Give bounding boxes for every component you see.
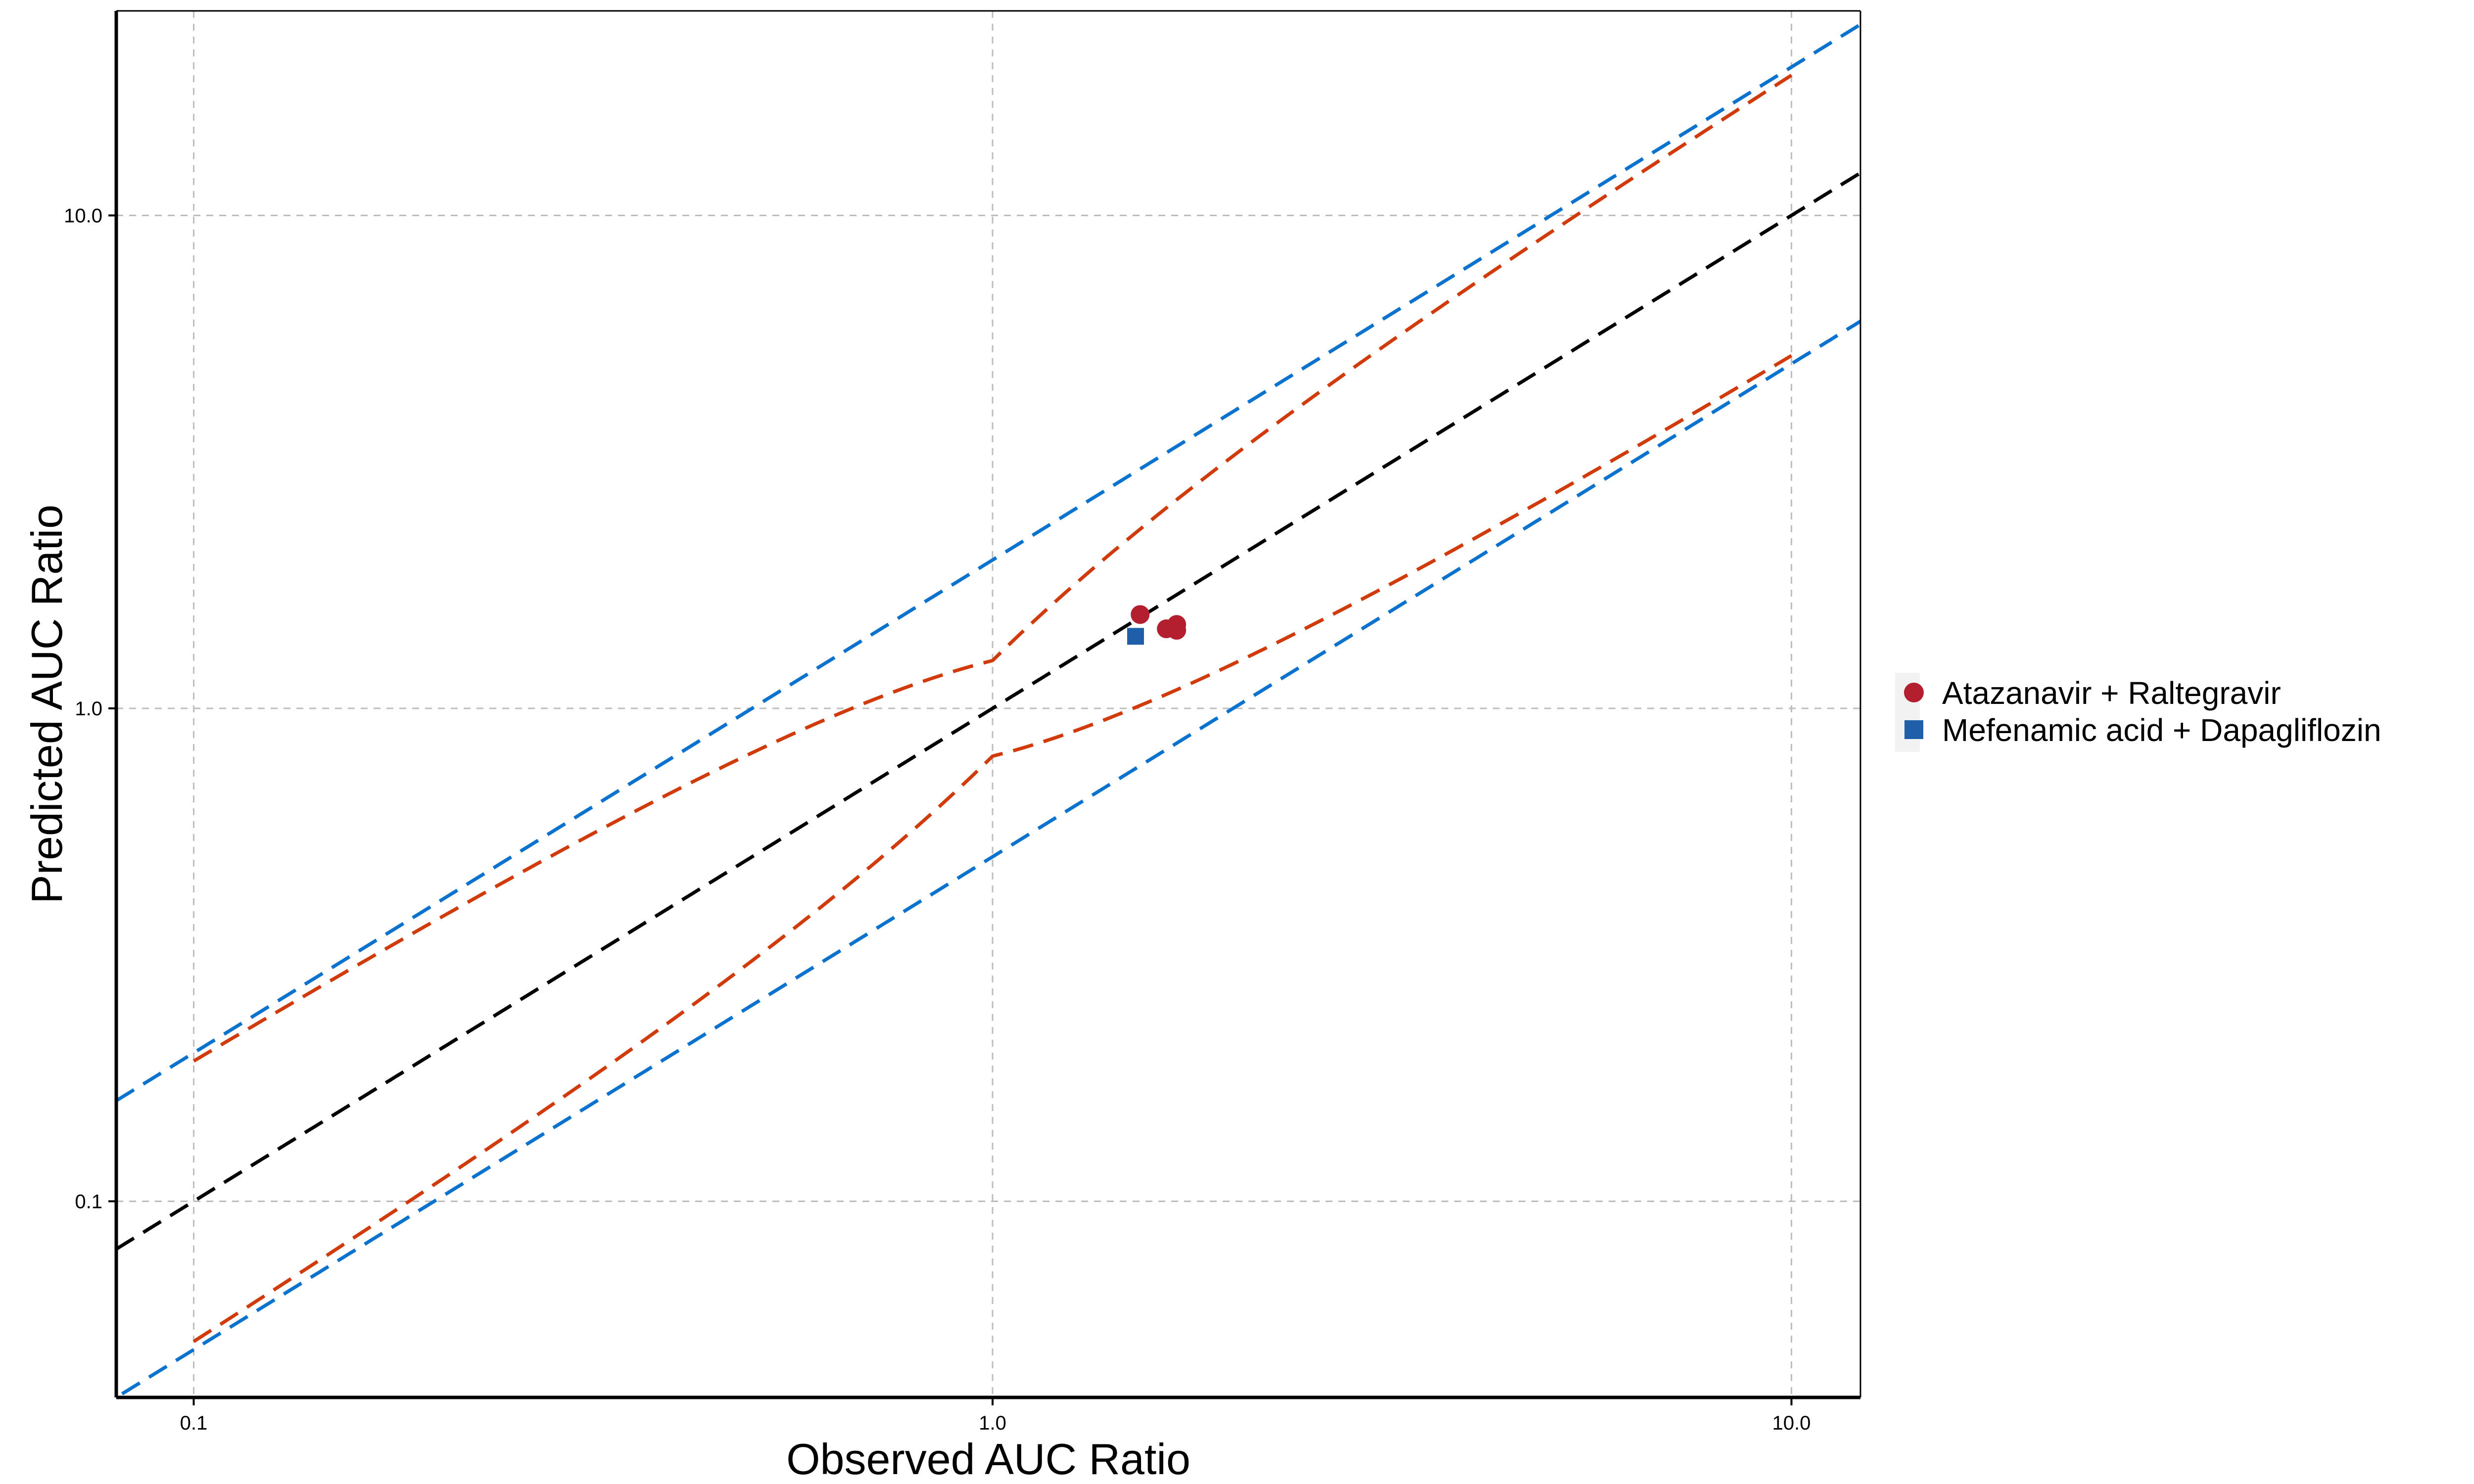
tick-labels: 0.1 1.0 10.0 0.1 1.0 10.0: [64, 205, 1810, 1434]
legend: Atazanavir + Raltegravir Mefenamic acid …: [1895, 673, 2381, 752]
y-axis-title: Predicted AUC Ratio: [22, 505, 71, 904]
x-tick-label: 10.0: [1772, 1412, 1811, 1434]
guest-lower-limit-line: [192, 354, 1793, 1343]
two-fold-upper-line: [115, 23, 1861, 1103]
legend-marker-circle: [1904, 683, 1924, 702]
x-tick-label: 1.0: [979, 1412, 1006, 1434]
legend-label-atazanavir-raltegravir: Atazanavir + Raltegravir: [1942, 675, 2281, 711]
x-tick-label: 0.1: [180, 1412, 208, 1434]
data-point-circle: [1167, 615, 1187, 634]
guest-upper-limit-line: [192, 74, 1793, 1063]
axes: [108, 10, 1861, 1405]
legend-label-mefenamic-dapagliflozin: Mefenamic acid + Dapagliflozin: [1942, 712, 2381, 748]
y-tick-label: 10.0: [64, 205, 102, 227]
y-tick-label: 0.1: [75, 1191, 102, 1212]
legend-marker-square: [1904, 720, 1923, 739]
data-point-square: [1127, 628, 1144, 645]
data-points: [1127, 605, 1187, 645]
reference-lines: [115, 23, 1861, 1395]
grid-lines: [116, 11, 1860, 1397]
y-tick-label: 1.0: [75, 698, 102, 720]
data-point-circle: [1131, 605, 1150, 624]
x-axis-title: Observed AUC Ratio: [786, 1435, 1190, 1484]
identity-line: [115, 171, 1861, 1251]
two-fold-lower-line: [121, 320, 1861, 1395]
